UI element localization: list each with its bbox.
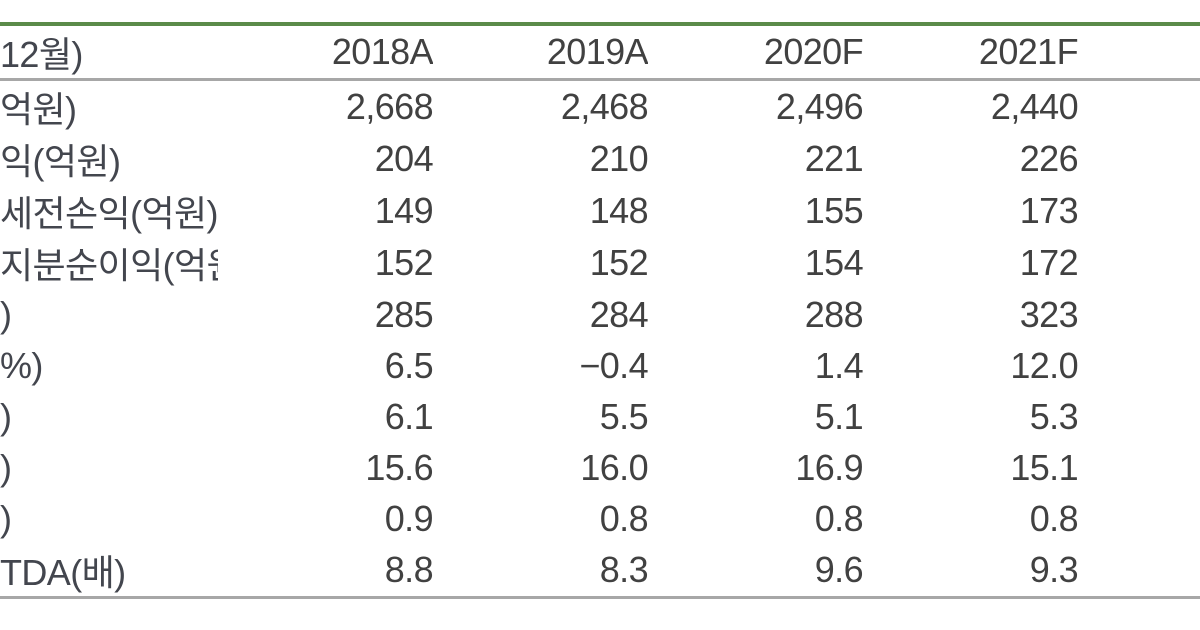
cell-value: 152 xyxy=(374,242,433,283)
table-row: ) 0.9 0.8 0.8 0.8 xyxy=(0,493,1200,544)
cell-value: 0.8 xyxy=(1029,497,1078,539)
cell-value: 152 xyxy=(589,242,648,283)
cell-value: 2,440 xyxy=(990,86,1078,127)
cell-value: 210 xyxy=(589,138,648,179)
cell-value: 149 xyxy=(374,190,433,231)
row-label: 익(억원) xyxy=(0,141,121,182)
cell-value: 16.9 xyxy=(795,446,863,488)
cell-value: 154 xyxy=(804,242,863,283)
row-label: 억원) xyxy=(0,89,77,130)
row-label: 지분순이익(억원) xyxy=(0,245,218,286)
cell-value: 285 xyxy=(374,293,433,335)
cell-value: 288 xyxy=(804,293,863,335)
cell-value: 15.1 xyxy=(1010,446,1078,488)
cell-value: 15.6 xyxy=(365,446,433,488)
header-col-2020f: 2020F xyxy=(763,31,863,72)
cell-value: 204 xyxy=(374,138,433,179)
table-row: ) 6.1 5.5 5.1 5.3 xyxy=(0,391,1200,442)
table-row: 익(억원) 204 210 221 226 xyxy=(0,133,1200,185)
cell-value: 0.8 xyxy=(599,497,648,539)
row-label: 세전손익(억원) xyxy=(0,193,218,234)
table-row: 억원) 2,668 2,468 2,496 2,440 xyxy=(0,80,1200,134)
header-col-2018a: 2018A xyxy=(331,31,433,72)
row-label: ) xyxy=(0,497,12,539)
table-row: 지분순이익(억원) 152 152 154 172 xyxy=(0,237,1200,289)
cell-value: 16.0 xyxy=(580,446,648,488)
cell-value: 155 xyxy=(804,190,863,231)
cell-value: 1.4 xyxy=(814,344,863,386)
cell-value: 6.5 xyxy=(384,344,433,386)
cell-value: 148 xyxy=(589,190,648,231)
table-row: TDA(배) 8.8 8.3 9.6 9.3 xyxy=(0,544,1200,598)
cell-value: 284 xyxy=(589,293,648,335)
financial-summary-table: 12월) 2018A 2019A 2020F 2021F 억원) 2,668 2… xyxy=(0,22,1200,599)
cell-value: 8.8 xyxy=(384,549,433,590)
row-label: ) xyxy=(0,395,12,437)
row-label: ) xyxy=(0,446,12,488)
header-spacer xyxy=(1078,24,1200,80)
table-row: ) 15.6 16.0 16.9 15.1 xyxy=(0,442,1200,493)
cell-value: 221 xyxy=(804,138,863,179)
header-col-2019a: 2019A xyxy=(546,31,648,72)
cell-value: 8.3 xyxy=(599,549,648,590)
cell-value: 2,468 xyxy=(560,86,648,127)
cell-value: 5.1 xyxy=(814,395,863,437)
cell-value: 9.6 xyxy=(814,549,863,590)
table-row: ) 285 284 288 323 xyxy=(0,289,1200,340)
table-header-row: 12월) 2018A 2019A 2020F 2021F xyxy=(0,24,1200,80)
cell-value: 2,496 xyxy=(775,86,863,127)
financials-table: 12월) 2018A 2019A 2020F 2021F 억원) 2,668 2… xyxy=(0,22,1200,599)
cell-value: 6.1 xyxy=(384,395,433,437)
header-period-label: 12월) xyxy=(0,34,83,75)
cell-value: 12.0 xyxy=(1010,344,1078,386)
cell-value: 5.5 xyxy=(599,395,648,437)
table-row: %) 6.5 −0.4 1.4 12.0 xyxy=(0,340,1200,391)
table-row: 세전손익(억원) 149 148 155 173 xyxy=(0,185,1200,237)
row-label: %) xyxy=(0,344,43,386)
cell-value: 5.3 xyxy=(1029,395,1078,437)
cell-value: 323 xyxy=(1019,293,1078,335)
cell-value: 2,668 xyxy=(345,86,433,127)
header-col-2021f: 2021F xyxy=(978,31,1078,72)
cell-value: 172 xyxy=(1019,242,1078,283)
cell-value: −0.4 xyxy=(579,344,648,386)
cell-value: 0.8 xyxy=(814,497,863,539)
cell-value: 0.9 xyxy=(384,497,433,539)
cell-value: 173 xyxy=(1019,190,1078,231)
cell-value: 9.3 xyxy=(1029,549,1078,590)
row-label: TDA(배) xyxy=(0,552,126,593)
row-label: ) xyxy=(0,293,12,335)
cell-value: 226 xyxy=(1019,138,1078,179)
